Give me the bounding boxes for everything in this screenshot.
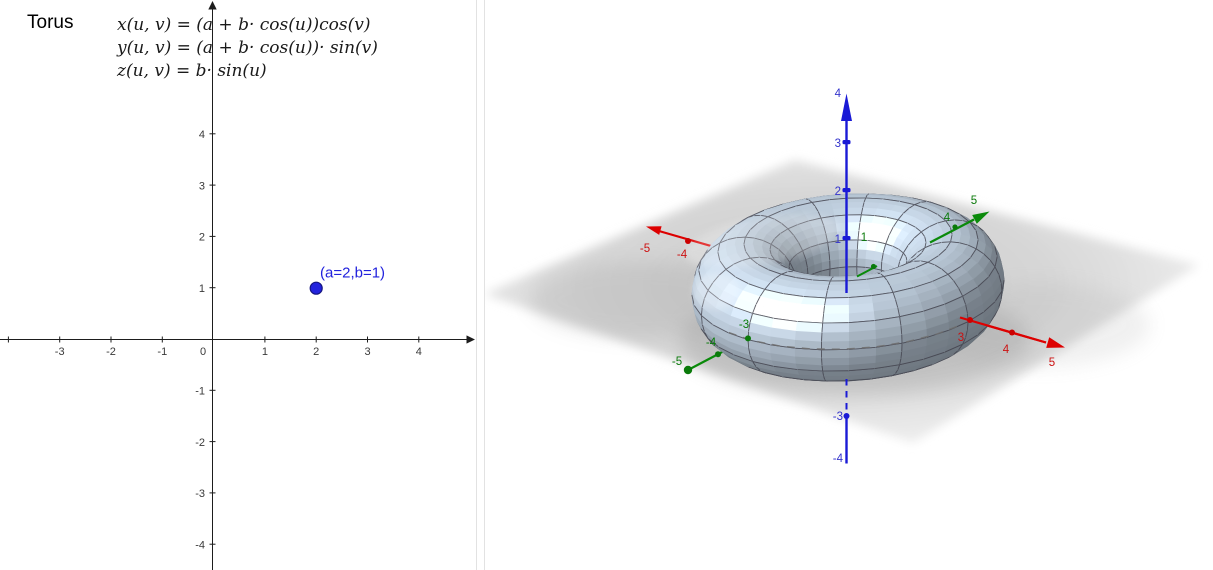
equation-x: x(u, v) = (a + b· cos(u))cos(v) (117, 15, 370, 35)
hidden-equator-dashed (728, 325, 960, 350)
x-tick-label: -2 (106, 346, 116, 358)
equation-y: y(u, v) = (a + b· cos(u))· sin(v) (116, 38, 378, 58)
y-axis-label: 4 (944, 212, 951, 224)
y-axis-label: -4 (706, 337, 717, 349)
x-axis-label: 3 (958, 332, 964, 344)
z-axis-label: 3 (835, 138, 841, 150)
z-tick-mark (842, 188, 851, 193)
x-tick-dot (685, 238, 691, 244)
graphics-view-2d[interactable]: -3 -2 -1 0 1 2 3 4 4 3 2 1 -1 -2 -3 -4 T… (0, 0, 476, 570)
y-tick-label: -1 (195, 386, 205, 398)
parameter-point[interactable] (309, 281, 323, 295)
z-axis-arrow-icon (841, 93, 852, 121)
surface-highlights (685, 213, 839, 310)
x-axis-label: 4 (1003, 344, 1010, 356)
y-axis-3d-front (683, 211, 990, 375)
z-axis-label: 4 (835, 88, 842, 100)
point-label: (a=2,b=1) (320, 265, 385, 282)
y-axis-ticks (209, 133, 216, 545)
y-tick-label: 3 (199, 180, 205, 192)
y-tick-label: -3 (195, 488, 205, 500)
y-tick-label: -4 (195, 539, 205, 551)
y-tick-label: -2 (195, 437, 205, 449)
x-axis-label: -4 (677, 249, 688, 261)
y-tick-label: 2 (199, 232, 205, 244)
x-tick-label: -3 (55, 346, 65, 358)
y-tick-label: 1 (199, 283, 205, 295)
x-tick-label: 2 (313, 346, 319, 358)
x-axis-neg-arrow-icon (646, 226, 662, 235)
x-tick-label: -1 (157, 346, 167, 358)
y-tick-label: 4 (199, 129, 205, 141)
x-axis-3d-front (646, 226, 1065, 348)
x-tick-dot (967, 317, 973, 323)
y-axis-end-dot (683, 365, 693, 375)
x-tick-label: 0 (200, 346, 206, 358)
x-axis-label: -5 (640, 243, 650, 255)
x-axis-arrow-icon (466, 335, 475, 344)
x-tick-label: 1 (262, 346, 268, 358)
y-axis-label: 5 (971, 195, 977, 207)
x-tick-label: 3 (364, 346, 370, 358)
z-axis-label: 1 (835, 234, 841, 246)
y-tick-dot (745, 335, 751, 342)
z-tick-mark (842, 236, 851, 241)
y-tick-dot (870, 263, 877, 270)
x-tick-label: 4 (416, 346, 422, 358)
z-axis-label: -3 (833, 411, 843, 423)
page-title: Torus (27, 12, 73, 33)
x-axis-arrow-icon (1046, 337, 1065, 348)
z-axis-3d (841, 93, 852, 464)
y-axis-arrow-icon (972, 211, 990, 224)
x-axis-ticks (7, 336, 420, 343)
y-tick-dot (952, 224, 958, 230)
x-axis-label: 5 (1049, 357, 1055, 369)
y-axis-arrow-icon (208, 1, 217, 10)
z-axis-label: -4 (833, 453, 844, 465)
panel-splitter[interactable] (476, 0, 485, 570)
equation-z: z(u, v) = b· sin(u) (116, 61, 267, 81)
y-axis-label: -3 (739, 319, 749, 331)
y-tick-dot (715, 351, 721, 358)
z-tick-mark (842, 140, 851, 145)
z-axis-label: 2 (835, 186, 841, 198)
x-tick-dot (1009, 329, 1015, 336)
y-axis-label: -5 (672, 356, 682, 368)
y-axis-label: 1 (861, 232, 867, 244)
